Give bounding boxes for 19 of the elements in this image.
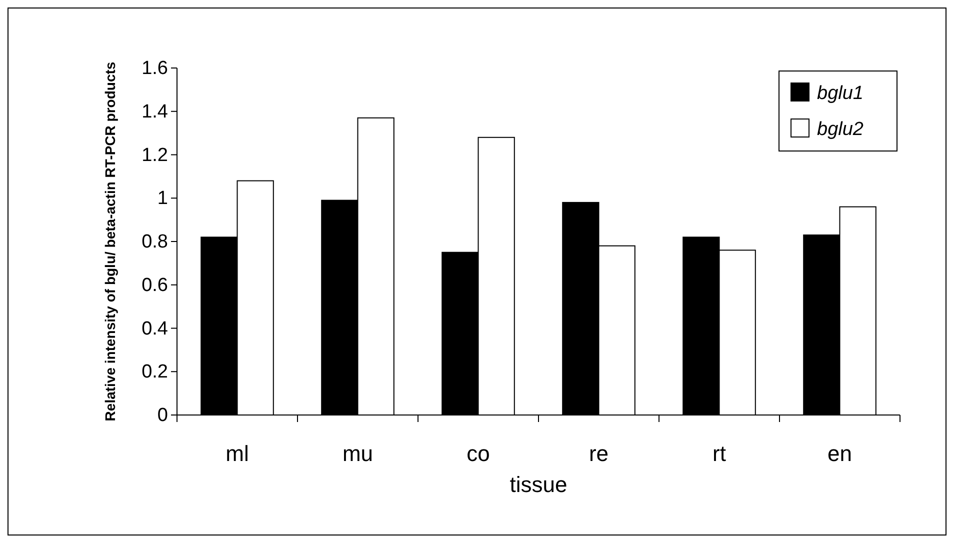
x-tick-label: mu [342,441,374,466]
y-tick-label: 1.2 [142,144,168,166]
y-tick-label: 0.4 [142,318,168,340]
legend-label: bglu2 [817,119,864,140]
y-tick-label: 0.2 [142,362,168,383]
y-tick-label: 1.6 [142,58,168,80]
x-tick-label: re [588,441,609,466]
y-tick-label: 1 [157,188,168,210]
y-tick-label: 0 [157,405,168,426]
y-tick-label: 0.8 [142,232,168,253]
y-tick-label: 1.4 [142,101,168,122]
x-tick-label: ml [226,441,249,466]
x-tick-label: en [828,441,852,466]
x-axis-title: tissue [510,472,568,497]
x-tick-label: rt [712,441,726,466]
legend-label: bglu1 [817,83,864,104]
x-tick-label: co [466,441,490,466]
y-tick-label: 0.6 [142,274,168,296]
y-axis-title: Relative intensity of bglu/ beta-actin RT-PCR products [102,62,118,422]
